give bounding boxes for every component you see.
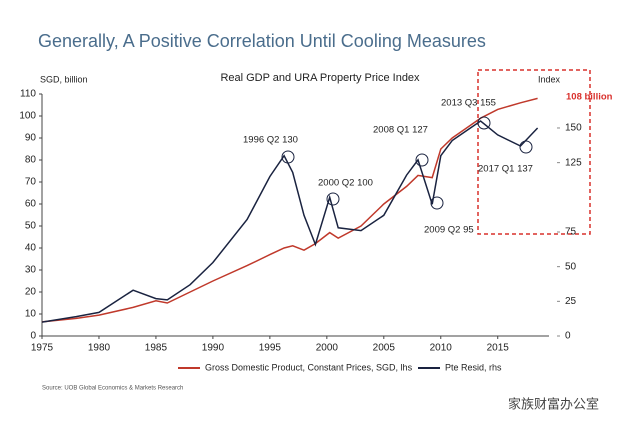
annotation: 2013 Q3 155 [441, 98, 496, 109]
y-tick-label: 70 [25, 177, 37, 188]
annotation: 1996 Q2 130 [243, 135, 298, 146]
x-tick-label: 1990 [202, 343, 225, 354]
y2-tick-label: 150 [565, 123, 582, 134]
x-tick-label: 1985 [145, 343, 168, 354]
y2-tick-label: 75 [565, 227, 577, 238]
annotation-circle [519, 140, 533, 154]
annotation: 2009 Q2 95 [424, 225, 474, 236]
y2-axis-label: Index [538, 74, 561, 84]
highlight-box [477, 69, 591, 235]
annotation: 2000 Q2 100 [318, 178, 373, 189]
x-tick-label: 1980 [88, 343, 111, 354]
x-tick-label: 1995 [259, 343, 282, 354]
annotation: 2008 Q1 127 [373, 125, 428, 136]
y-tick-label: 30 [25, 265, 37, 276]
y-tick-label: 100 [19, 111, 36, 122]
y-tick-label: 10 [25, 309, 37, 320]
x-tick-label: 1975 [31, 343, 54, 354]
y-tick-label: 110 [20, 89, 36, 100]
series-line [41, 97, 538, 323]
y2-tick-label: 50 [565, 261, 577, 272]
source: Source: UOB Global Economics & Markets R… [42, 386, 183, 392]
y2-tick-label: 25 [565, 296, 577, 307]
y-tick-label: 20 [25, 287, 37, 298]
y-tick-label: 40 [25, 243, 37, 254]
legend-label: Gross Domestic Product, Constant Prices,… [205, 362, 413, 372]
y-tick-label: 60 [25, 199, 37, 210]
x-tick-label: 2010 [430, 343, 453, 354]
annotation-circle [326, 192, 340, 206]
annotation: 108 billion [566, 92, 613, 103]
x-tick-label: 2015 [487, 343, 510, 354]
annotation: 2017 Q1 137 [478, 164, 533, 175]
annotation-circle [281, 150, 295, 164]
annotation-circle [415, 153, 429, 167]
x-tick-label: 2005 [373, 343, 396, 354]
y-tick-label: 0 [30, 331, 36, 342]
page-title: Generally, A Positive Correlation Until … [38, 31, 486, 51]
y2-tick-label: 0 [565, 331, 571, 342]
y-tick-label: 50 [25, 221, 37, 232]
series-line [41, 120, 539, 323]
y2-tick-label: 125 [565, 157, 582, 168]
y-tick-label: 90 [25, 133, 37, 144]
legend-label: Pte Resid, rhs [445, 362, 502, 372]
y-tick-label: 80 [25, 155, 37, 166]
annotation-circle [477, 116, 491, 130]
chart-title: Real GDP and URA Property Price Index [220, 72, 420, 84]
watermark: 家族财富办公室 [508, 396, 599, 411]
y-axis-label: SGD, billion [40, 74, 88, 84]
x-tick-label: 2000 [316, 343, 339, 354]
annotation-circle [430, 196, 444, 210]
